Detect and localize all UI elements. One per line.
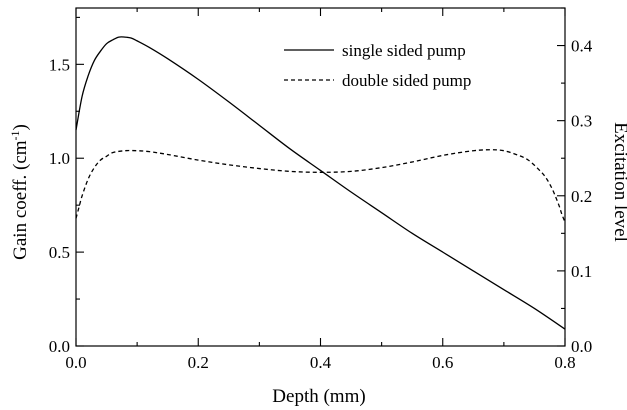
y2-tick-label: 0.2 (571, 187, 592, 206)
y2-tick-label: 0.3 (571, 112, 592, 131)
y2-tick-label: 0.4 (571, 37, 593, 56)
y-tick-label: 1.0 (49, 149, 70, 168)
x-tick-label: 0.6 (432, 353, 453, 372)
legend-label-single-sided: single sided pump (342, 41, 466, 60)
series-line-single-sided-pump (75, 36, 566, 330)
y2-tick-label: 0.0 (571, 337, 592, 356)
legend: single sided pump double sided pump (284, 41, 471, 90)
y2-axis-title: Excitation level (610, 122, 627, 242)
series-line-double-sided-pump (75, 149, 566, 223)
y-tick-label: 0.0 (49, 337, 70, 356)
x-axis-title: Depth (mm) (272, 386, 365, 407)
y-tick-label: 0.5 (49, 243, 70, 262)
y2-axis-ticks: 0.0 0.1 0.2 0.3 0.4 (557, 7, 593, 356)
y-axis-title: Gain coeff. (cm-1) (8, 124, 31, 260)
y2-tick-label: 0.1 (571, 262, 592, 281)
x-tick-label: 0.8 (554, 353, 575, 372)
y-axis-ticks: 0.0 0.5 1.0 1.5 (49, 16, 84, 356)
legend-label-double-sided: double sided pump (342, 71, 471, 90)
x-tick-label: 0.2 (188, 353, 209, 372)
y-tick-label: 1.5 (49, 55, 70, 74)
plot-border (75, 7, 566, 347)
x-tick-label: 0.0 (65, 353, 86, 372)
series-layer (75, 36, 566, 330)
x-tick-label: 0.4 (310, 353, 332, 372)
x-axis-ticks: 0.0 0.2 0.4 0.6 0.8 (65, 8, 576, 372)
plot-frame (75, 7, 566, 347)
